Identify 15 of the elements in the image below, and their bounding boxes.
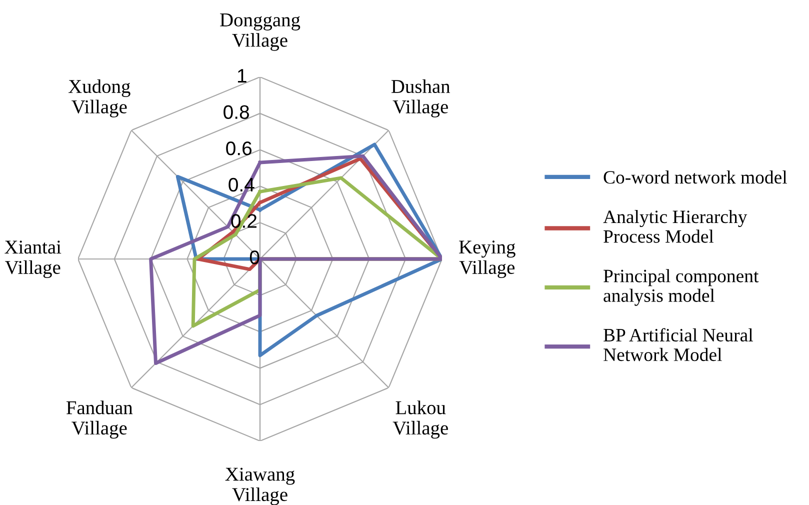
- spoke-label: Dushan Village: [391, 79, 450, 118]
- legend-label: BP Artificial Neural Network Model: [604, 328, 753, 362]
- spoke-label: Donggang Village: [220, 14, 300, 51]
- legend-label: Principal component analysis model: [604, 269, 759, 306]
- spoke-label: Fanduan Village: [66, 400, 133, 439]
- spoke-label: Xudong Village: [68, 79, 130, 118]
- y-tick-label: 1: [238, 69, 246, 82]
- spoke-label: Xiantai Village: [4, 240, 62, 278]
- legend-label: Co-word network model: [604, 170, 787, 184]
- y-tick-label: 0.6: [226, 142, 252, 156]
- spoke-label: Xiawang Village: [225, 468, 295, 505]
- spoke-label: Keying Village: [459, 240, 516, 278]
- y-tick-label: 0.8: [224, 105, 249, 119]
- spoke-label: Lukou Village: [392, 400, 448, 439]
- legend-label: Analytic Hierarchy Process Model: [603, 210, 748, 243]
